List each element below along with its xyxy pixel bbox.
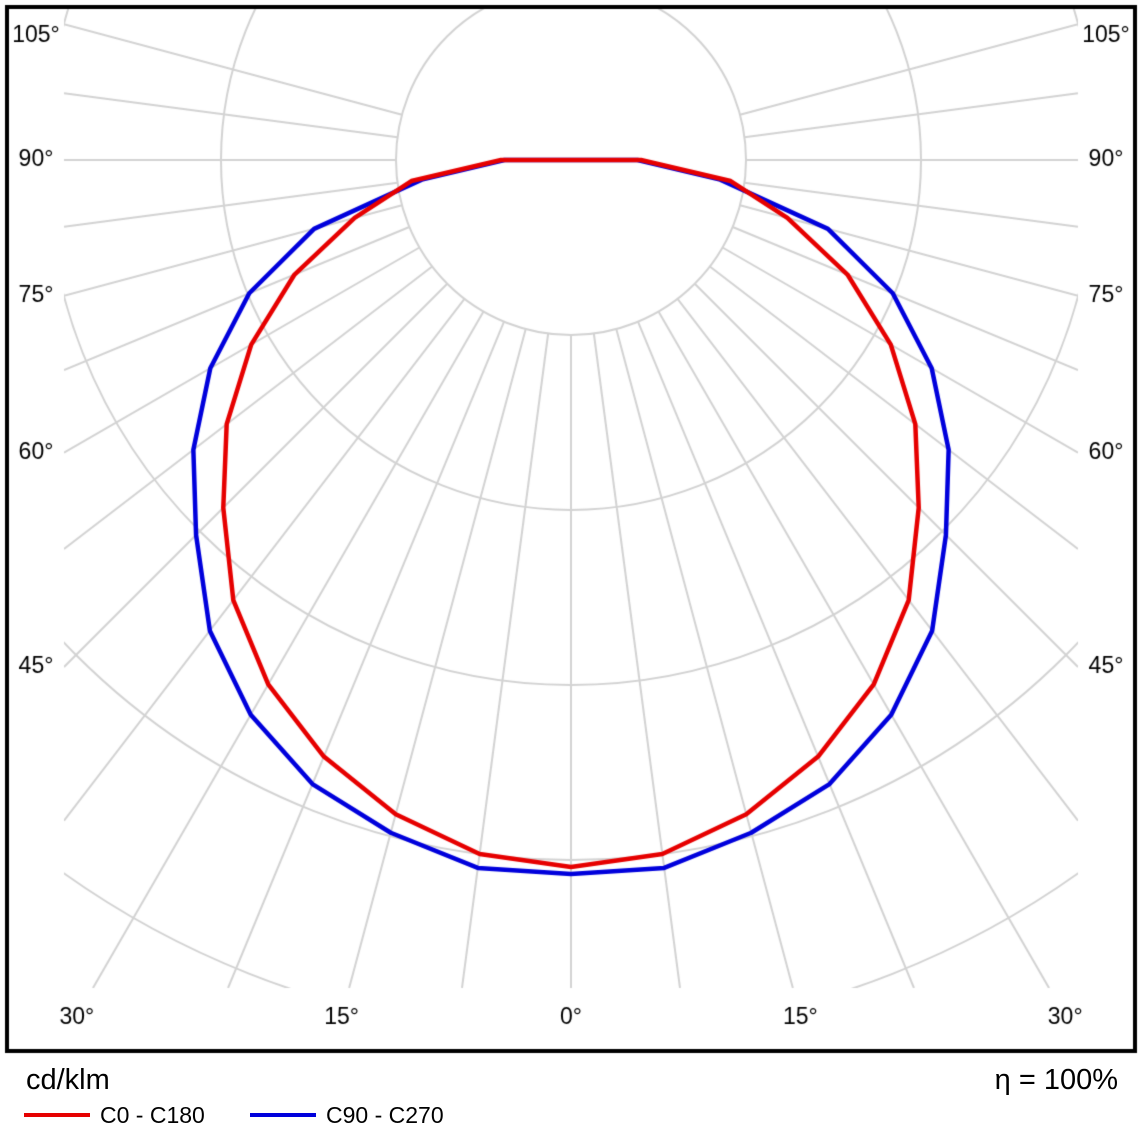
polar-chart-canvas bbox=[0, 0, 1142, 1058]
legend-line-red bbox=[24, 1113, 90, 1117]
legend: cd/klm η = 100% C0 - C180 C90 - C270 bbox=[0, 1058, 1142, 1132]
polar-plot-area bbox=[0, 0, 1142, 1058]
legend-item-c0-c180: C0 - C180 bbox=[24, 1102, 244, 1128]
legend-label-c90-c270: C90 - C270 bbox=[326, 1102, 444, 1128]
legend-item-c90-c270: C90 - C270 bbox=[250, 1102, 490, 1128]
legend-line-blue bbox=[250, 1113, 316, 1117]
unit-label: cd/klm bbox=[26, 1064, 110, 1096]
legend-label-c0-c180: C0 - C180 bbox=[100, 1102, 205, 1128]
efficiency-label: η = 100% bbox=[994, 1064, 1118, 1096]
